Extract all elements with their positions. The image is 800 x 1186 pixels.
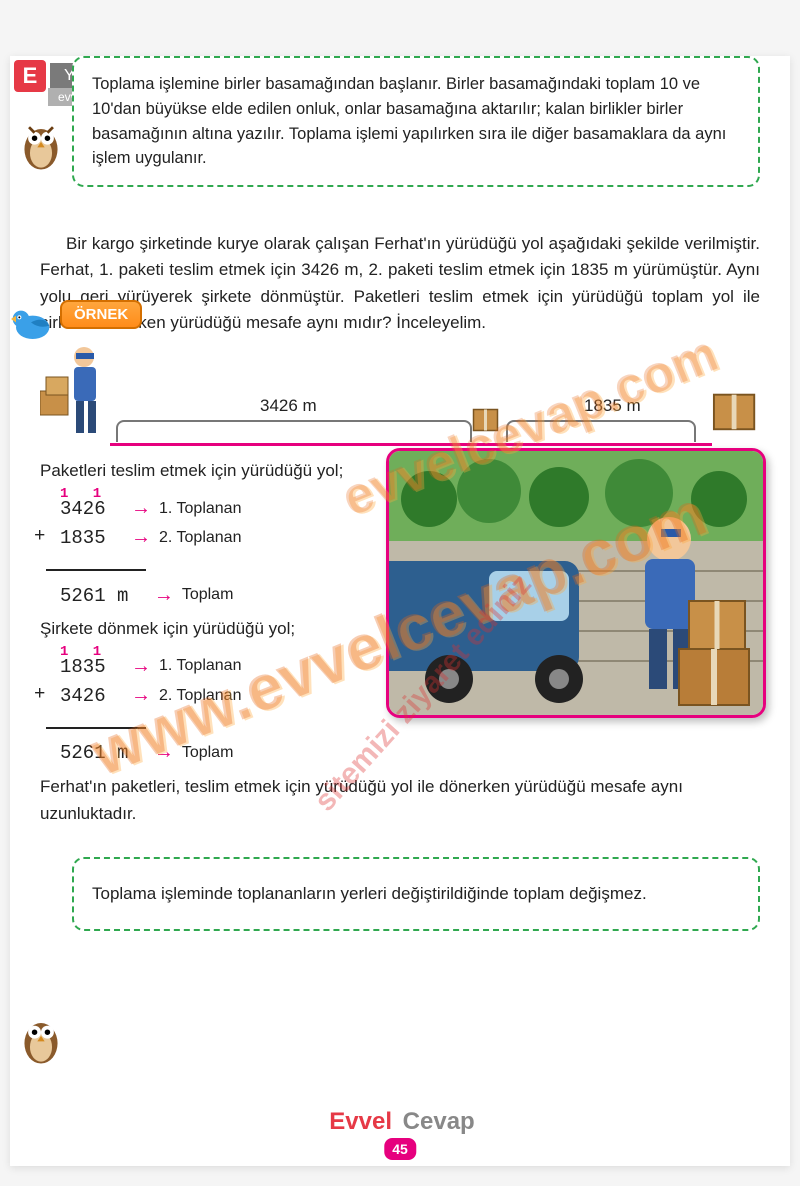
brace-1 — [116, 420, 472, 442]
page-number: 45 — [384, 1138, 416, 1160]
problem-text: Bir kargo şirketinde kurye olarak çalışa… — [40, 231, 760, 336]
page: E YouTube Evvel Cevap evvelcevap.com Top… — [10, 56, 790, 1166]
brand-2: Cevap — [403, 1108, 475, 1135]
footer-logo: Evvel Cevap 45 — [325, 1108, 474, 1160]
distance-diagram: 3426 m 1835 m — [40, 354, 760, 450]
owl-icon-2 — [18, 1012, 64, 1072]
add1-b: 1835 — [60, 527, 106, 549]
info-callout-1: Toplama işlemine birler basamağından baş… — [72, 56, 760, 187]
owl-icon — [18, 118, 64, 178]
add1-sum: 5261 m — [60, 585, 128, 607]
solution-block: Paketleri teslim etmek için yürüdüğü yol… — [40, 458, 760, 768]
add1-l3: Toplam — [182, 583, 234, 606]
conclusion-text: Ferhat'ın paketleri, teslim etmek için y… — [40, 774, 760, 827]
add2-sum: 5261 m — [60, 742, 128, 764]
courier-icon — [40, 343, 110, 448]
addition-1: 1 1 3426 →1. Toplanan +1835 →2. Toplanan… — [46, 494, 760, 610]
add2-l1: 1. Toplanan — [159, 654, 241, 677]
add1-l2: 2. Toplanan — [159, 526, 241, 549]
example-label: ÖRNEK — [60, 300, 142, 329]
package-end-icon — [712, 387, 760, 440]
solution-intro-2: Şirkete dönmek için yürüdüğü yol; — [40, 616, 370, 642]
brand-badge: E — [14, 60, 46, 92]
add2-l2: 2. Toplanan — [159, 684, 241, 707]
add1-l1: 1. Toplanan — [159, 497, 241, 520]
add1-a: 3426 — [60, 498, 106, 520]
distance-1-label: 3426 m — [260, 396, 317, 416]
number-line — [110, 443, 712, 446]
callout-1-text: Toplama işlemine birler basamağından baş… — [92, 75, 726, 167]
add2-b: 3426 — [60, 685, 106, 707]
distance-2-label: 1835 m — [584, 396, 641, 416]
addition-2: 1 1 1835 →1. Toplanan +3426 →2. Toplanan… — [46, 652, 760, 768]
solution-intro-1: Paketleri teslim etmek için yürüdüğü yol… — [40, 458, 370, 484]
problem-body: Bir kargo şirketinde kurye olarak çalışa… — [40, 234, 760, 332]
info-callout-2: Toplama işleminde toplananların yerleri … — [72, 857, 760, 931]
add2-a: 1835 — [60, 656, 106, 678]
brace-2 — [506, 420, 696, 442]
add2-l3: Toplam — [182, 741, 234, 764]
package-mid-icon — [472, 405, 502, 440]
callout-2-text: Toplama işleminde toplananların yerleri … — [92, 884, 647, 903]
brand-1: Evvel — [325, 1108, 396, 1135]
